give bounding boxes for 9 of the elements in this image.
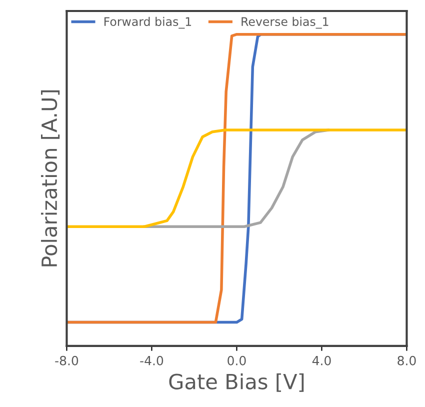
legend-label: Reverse bias_1 bbox=[242, 16, 328, 29]
x-tick-label: -4.0 bbox=[140, 356, 164, 366]
x-tick-label: 0.0 bbox=[228, 356, 246, 366]
x-tick-label: 4.0 bbox=[312, 356, 331, 366]
legend-label: Forward bias_1 bbox=[104, 16, 192, 29]
x-axis-title: Gate Bias [V] bbox=[169, 373, 304, 392]
y-axis-title: Polarization [A.U] bbox=[41, 90, 60, 266]
x-tick-label: -8.0 bbox=[55, 356, 78, 366]
x-tick-label: 8.0 bbox=[398, 356, 416, 366]
